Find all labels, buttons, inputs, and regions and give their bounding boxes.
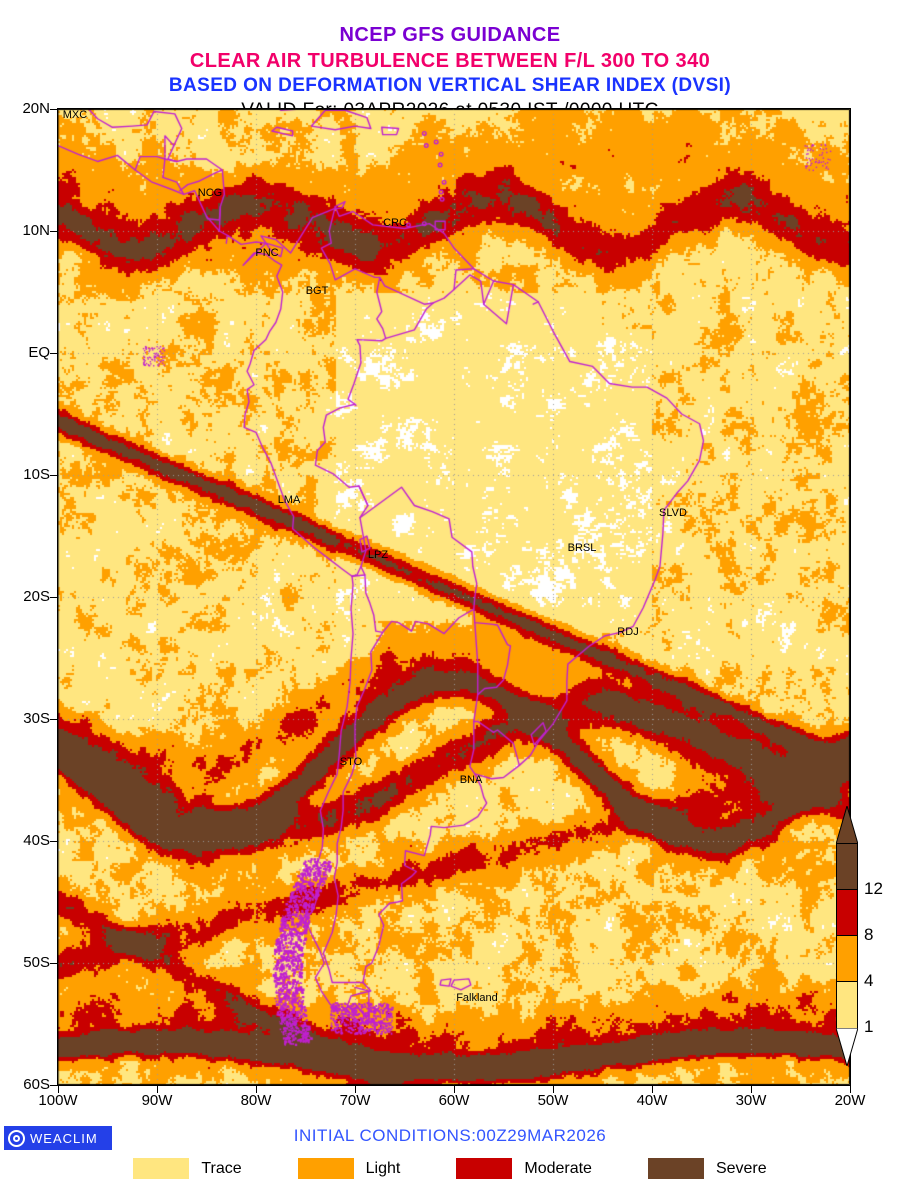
y-axis-tick [50, 475, 57, 476]
legend-label: Severe [715, 1159, 767, 1177]
x-axis-tick [850, 1086, 851, 1093]
legend-swatch [133, 1158, 190, 1179]
legend-label: Moderate [524, 1159, 592, 1177]
colorbar-segment [837, 982, 857, 1028]
colorbar-segment [837, 890, 857, 936]
city-label-slvd: SLVD [659, 507, 687, 519]
y-axis-label-30S: 30S [23, 710, 50, 727]
colorbar-label-4: 4 [864, 971, 874, 990]
y-axis-label-10N: 10N [22, 222, 50, 239]
colorbar-top-arrow [836, 806, 858, 844]
legend-label: Light [365, 1159, 401, 1177]
y-axis-label-10S: 10S [23, 466, 50, 483]
legend-item: Moderate [456, 1158, 592, 1179]
y-axis-tick [50, 231, 57, 232]
y-axis-tick [50, 719, 57, 720]
weaclim-logo-text: WEACLIM [30, 1130, 98, 1146]
x-axis-tick [751, 1086, 752, 1093]
legend-item: Light [297, 1158, 401, 1179]
city-label-bgt: BGT [305, 285, 329, 297]
x-axis-tick [355, 1086, 356, 1093]
colorbar-segment [837, 936, 857, 982]
x-axis-tick [454, 1086, 455, 1093]
x-axis-label-20W: 20W [834, 1092, 866, 1109]
x-axis-label-90W: 90W [141, 1092, 173, 1109]
intensity-legend: Trace Light Moderate Severe [0, 1158, 900, 1179]
x-axis-tick [652, 1086, 653, 1093]
city-label-crc: CRC [383, 217, 407, 229]
legend-item: Trace [133, 1158, 242, 1179]
title-line-method: BASED ON DEFORMATION VERTICAL SHEAR INDE… [168, 75, 732, 96]
colorbar-segment [837, 844, 857, 890]
colorbar [836, 843, 858, 1029]
initial-conditions-text: INITIAL CONDITIONS:00Z29MAR2026 [293, 1126, 607, 1145]
city-label-pnc: PNC [255, 247, 279, 259]
legend-swatch [297, 1158, 354, 1179]
y-axis-tick [50, 841, 57, 842]
x-axis-label-100W: 100W [38, 1092, 78, 1109]
title-line-product: CLEAR AIR TURBULENCE BETWEEN F/L 300 TO … [189, 50, 711, 72]
x-axis-tick [256, 1086, 257, 1093]
legend-item: Severe [647, 1158, 767, 1179]
legend-swatch [647, 1158, 704, 1179]
city-label-bna: BNA [459, 774, 483, 786]
title-line-agency: NCEP GFS GUIDANCE [339, 24, 561, 46]
map-plot-area: MXC NCG PNC CRC BGT LMA LPZ SLVD BRSL RDJ STO BNA Fa… [57, 108, 851, 1086]
city-label-falkland: Falkland [456, 992, 498, 1004]
x-axis-label-50W: 50W [537, 1092, 569, 1109]
city-label-lma: LMA [277, 494, 301, 506]
y-axis-label-50S: 50S [23, 954, 50, 971]
x-axis-label-60W: 60W [438, 1092, 470, 1109]
colorbar-label-8: 8 [864, 925, 874, 944]
colorbar-label-12: 12 [864, 879, 883, 898]
colorbar-bottom-arrow [836, 1028, 858, 1066]
y-axis-label-40S: 40S [23, 832, 50, 849]
x-axis-label-80W: 80W [240, 1092, 272, 1109]
x-axis-label-70W: 70W [339, 1092, 371, 1109]
y-axis-tick [50, 597, 57, 598]
city-label-ncg: NCG [197, 187, 223, 199]
y-axis-label-60S: 60S [23, 1076, 50, 1093]
weaclim-logo: WEACLIM [4, 1126, 112, 1150]
y-axis-tick [50, 353, 57, 354]
legend-label: Trace [201, 1159, 242, 1177]
y-axis-tick [50, 1085, 57, 1086]
city-label-rdj: RDJ [617, 626, 639, 638]
legend-swatch [456, 1158, 513, 1179]
x-axis-tick [553, 1086, 554, 1093]
city-label-sto: STO [339, 756, 363, 768]
colorbar-label-1: 1 [864, 1017, 874, 1036]
weaclim-circle-icon [8, 1129, 25, 1147]
y-axis-label-20S: 20S [23, 588, 50, 605]
x-axis-label-30W: 30W [735, 1092, 767, 1109]
city-label-mxc: MXC [62, 109, 88, 121]
y-axis-label-EQ: EQ [28, 344, 50, 361]
x-axis-label-40W: 40W [636, 1092, 668, 1109]
x-axis-tick [157, 1086, 158, 1093]
city-label-brsl: BRSL [567, 542, 597, 554]
turbulence-field-canvas [58, 109, 850, 1085]
x-axis-tick [58, 1086, 59, 1093]
y-axis-tick [50, 963, 57, 964]
city-label-lpz: LPZ [367, 549, 389, 561]
